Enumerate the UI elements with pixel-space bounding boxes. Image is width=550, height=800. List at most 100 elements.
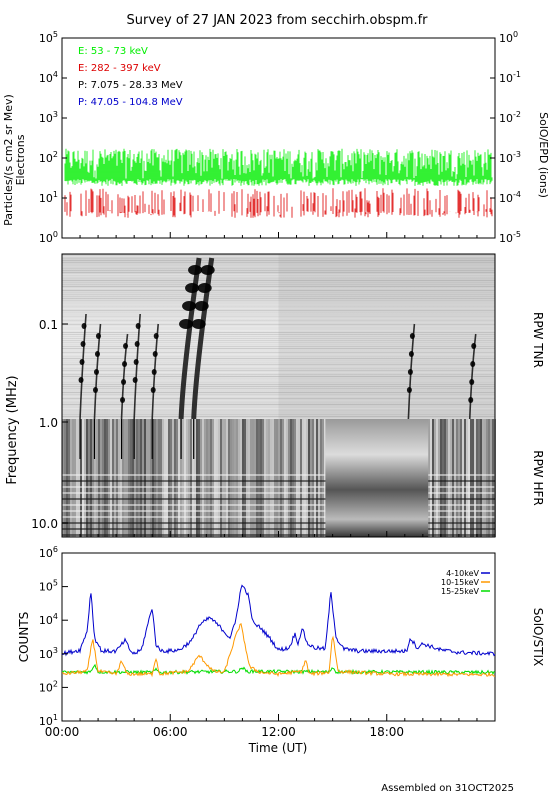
hfr-striation	[322, 419, 324, 537]
tnr-striation	[62, 360, 495, 361]
radio-burst-blob	[182, 301, 197, 311]
hfr-striation	[314, 419, 316, 537]
radio-burst-blob	[134, 341, 140, 347]
hfr-striation	[132, 419, 134, 537]
tnr-striation	[62, 336, 495, 337]
hfr-striation	[100, 419, 102, 537]
hfr-striation	[278, 419, 280, 537]
hfr-striation	[142, 419, 144, 537]
hfr-striation	[70, 419, 72, 537]
epd-right-label: SolO/EPD (ions)	[537, 112, 550, 198]
particles-ytick-label: 103	[39, 110, 58, 125]
hfr-striation	[228, 419, 230, 537]
hfr-striation	[80, 419, 82, 537]
hfr-striation	[276, 419, 278, 537]
hfr-striation	[156, 419, 158, 537]
tnr-striation	[62, 296, 495, 297]
hfr-striation	[160, 419, 162, 537]
tnr-striation	[62, 316, 495, 317]
epd-ytick-label: 10-5	[499, 230, 521, 245]
tnr-striation	[62, 416, 495, 417]
hfr-striation	[224, 419, 226, 537]
xray-ytick-label: 103	[39, 646, 58, 661]
hfr-striation	[304, 419, 306, 537]
hfr-striation	[464, 419, 466, 537]
particles-ylabel-electrons: Electrons	[14, 134, 27, 185]
hfr-striation	[136, 419, 138, 537]
hfr-striation	[190, 419, 192, 537]
hfr-striation	[144, 419, 146, 537]
hfr-striation	[116, 419, 118, 537]
particles-ytick-label: 102	[39, 150, 58, 165]
hfr-striation	[458, 419, 460, 537]
hfr-striation	[178, 419, 180, 537]
epd-ytick-label: 10-3	[499, 150, 521, 165]
tnr-striation	[62, 406, 495, 407]
hfr-striation	[460, 419, 462, 537]
hfr-striation	[214, 419, 216, 537]
tnr-striation	[62, 382, 495, 383]
tnr-striation	[62, 270, 495, 271]
hfr-striation	[456, 419, 458, 537]
particles-ylabel: Particles/(s cm2 sr Mev)	[2, 94, 15, 226]
hfr-striation	[240, 419, 242, 537]
hfr-striation	[298, 419, 300, 537]
hfr-striation	[286, 419, 288, 537]
radio-panel: 0.1 1.0 10.0 Frequency (MHz) RPW TNR RPW H…	[5, 253, 545, 538]
tnr-striation	[62, 330, 495, 331]
footer-assembled: Assembled on 31OCT2025	[381, 783, 514, 794]
tnr-striation	[62, 282, 495, 283]
hfr-striation	[454, 419, 456, 537]
hfr-striation	[488, 419, 490, 537]
tnr-striation	[62, 346, 495, 347]
hfr-striation	[324, 419, 326, 537]
hfr-striation	[82, 419, 84, 537]
xray-series-1	[61, 623, 496, 678]
particles-legend-entry: P: 7.075 - 28.33 MeV	[78, 80, 183, 91]
hfr-striation	[110, 419, 112, 537]
tnr-striation	[62, 398, 495, 399]
hfr-striation	[164, 419, 166, 537]
hfr-striation	[192, 419, 194, 537]
tnr-striation	[62, 264, 495, 265]
hfr-striation	[208, 419, 210, 537]
tnr-striation	[62, 310, 495, 311]
tnr-striation	[62, 338, 495, 339]
hfr-striation	[244, 419, 246, 537]
stix-right-label: SolO/STIX	[531, 608, 545, 667]
hfr-striation	[254, 419, 256, 537]
hfr-striation	[236, 419, 238, 537]
radio-burst-blob	[79, 359, 85, 365]
hfr-striation	[264, 419, 266, 537]
radio-burst-blob	[471, 343, 477, 349]
tnr-striation	[62, 402, 495, 403]
radio-burst-blob	[191, 319, 206, 329]
tnr-striation	[62, 370, 495, 371]
radio-burst-blob	[188, 265, 203, 275]
tnr-striation	[62, 358, 495, 359]
tnr-striation	[62, 332, 495, 333]
tnr-striation	[62, 300, 495, 301]
radio-burst-blob	[406, 387, 412, 393]
hfr-striation	[444, 419, 446, 537]
tnr-right-label: RPW TNR	[531, 312, 545, 368]
x-axis-label: Time (UT)	[248, 741, 308, 755]
tnr-striation	[62, 388, 495, 389]
tnr-striation	[62, 414, 495, 415]
hfr-striation	[62, 419, 64, 537]
hfr-striation	[268, 419, 270, 537]
tnr-striation	[62, 362, 495, 363]
tnr-striation	[62, 280, 495, 281]
hfr-striation	[320, 419, 322, 537]
hfr-striation	[258, 419, 260, 537]
hfr-striation	[256, 419, 258, 537]
hfr-striation	[220, 419, 222, 537]
radio-burst-blob	[78, 377, 84, 383]
hfr-striation	[196, 419, 198, 537]
hfr-striation	[150, 419, 152, 537]
hfr-striation	[428, 419, 430, 537]
hfr-striation	[226, 419, 228, 537]
hfr-band	[62, 474, 495, 476]
hfr-striation	[72, 419, 74, 537]
